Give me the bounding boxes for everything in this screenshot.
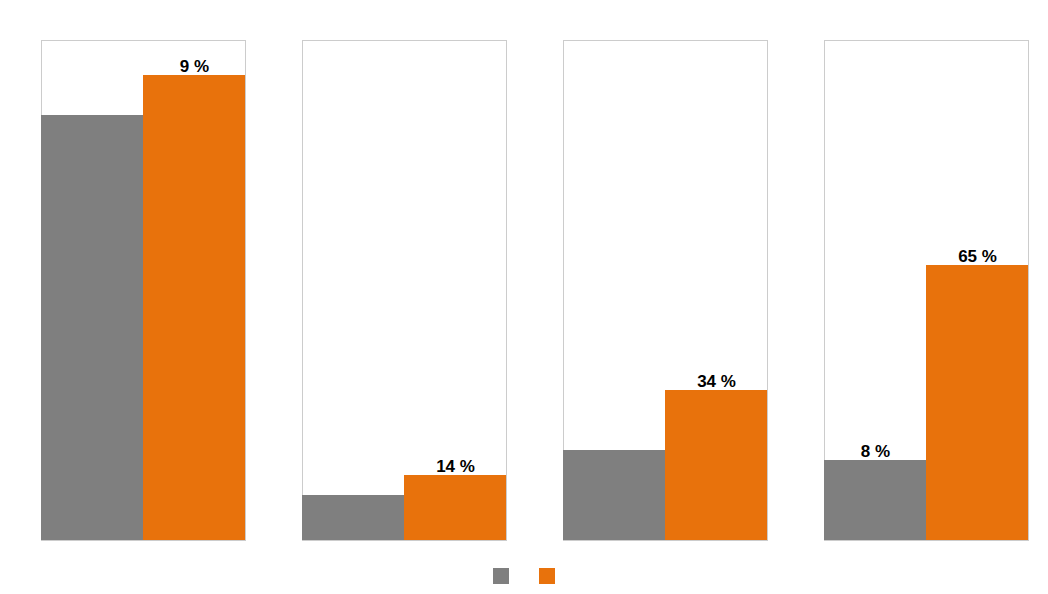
svg-text:8 %: 8 % — [861, 442, 890, 461]
svg-text:65 %: 65 % — [958, 247, 997, 266]
svg-text:14 %: 14 % — [436, 457, 475, 476]
svg-text:34 %: 34 % — [697, 372, 736, 391]
svg-text:9 %: 9 % — [180, 57, 209, 76]
